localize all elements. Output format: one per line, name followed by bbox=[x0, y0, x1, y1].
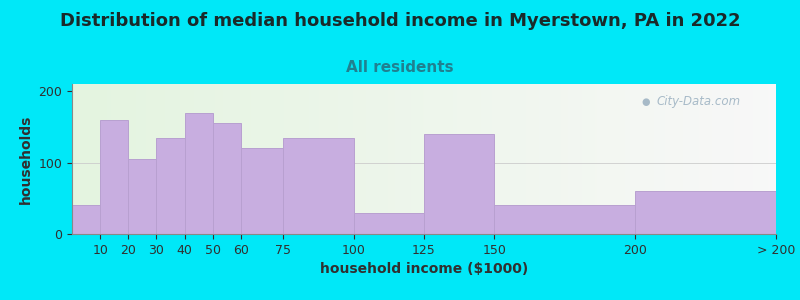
Bar bbox=[494, 206, 635, 234]
Bar bbox=[157, 138, 185, 234]
Y-axis label: households: households bbox=[19, 114, 33, 204]
Text: City-Data.com: City-Data.com bbox=[656, 95, 741, 109]
Bar bbox=[241, 148, 283, 234]
Bar bbox=[635, 191, 776, 234]
Text: Distribution of median household income in Myerstown, PA in 2022: Distribution of median household income … bbox=[60, 12, 740, 30]
Bar bbox=[424, 134, 494, 234]
Bar bbox=[100, 120, 128, 234]
Bar bbox=[354, 213, 424, 234]
Bar bbox=[72, 206, 100, 234]
Bar bbox=[128, 159, 157, 234]
Bar bbox=[213, 123, 241, 234]
X-axis label: household income ($1000): household income ($1000) bbox=[320, 262, 528, 276]
Bar bbox=[283, 138, 354, 234]
Bar bbox=[185, 112, 213, 234]
Text: ●: ● bbox=[642, 97, 650, 107]
Text: All residents: All residents bbox=[346, 60, 454, 75]
